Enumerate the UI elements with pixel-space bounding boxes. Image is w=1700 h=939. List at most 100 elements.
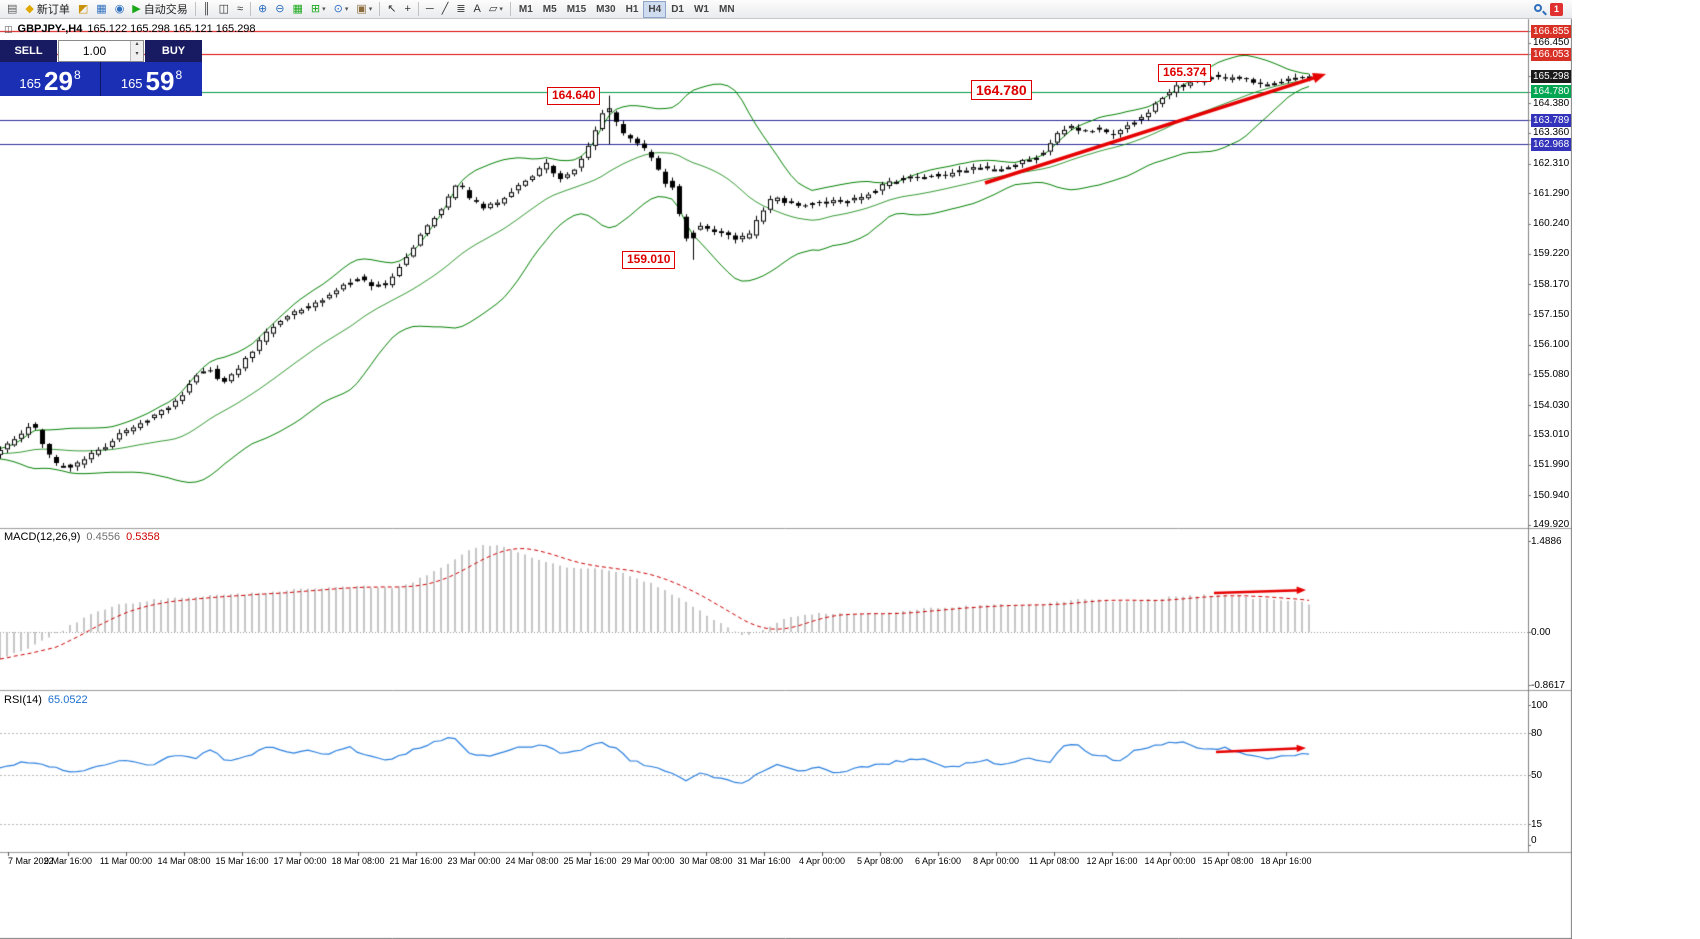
timeframe-m30[interactable]: M30 (596, 3, 616, 15)
hline-tool-icon[interactable]: ─ (422, 1, 438, 18)
volume-down-icon[interactable]: ▾ (131, 51, 143, 61)
timeframe-w1[interactable]: W1 (693, 3, 709, 15)
indicators-icon-dropdown-icon[interactable]: ▾ (322, 6, 326, 13)
trendline-tool-icon[interactable]: ╱ (438, 1, 453, 18)
timeframe-d1[interactable]: D1 (671, 3, 684, 15)
time-axis-label: 15 Mar 16:00 (215, 856, 269, 866)
chart-canvas[interactable] (0, 0, 1572, 939)
zoom-in-icon[interactable]: ⊕ (254, 1, 271, 18)
price-axis-label: 165.298 (1531, 69, 1571, 83)
shapes-tool-icon-dropdown-icon[interactable]: ▾ (499, 6, 503, 13)
time-axis-label: 15 Apr 08:00 (1202, 856, 1254, 866)
rsi-axis-label: 50 (1531, 770, 1543, 781)
trendline-tool-icon-glyph: ╱ (441, 2, 449, 15)
zoom-out-icon-glyph: ⊖ (275, 2, 285, 15)
periods-icon-dropdown-icon[interactable]: ▾ (344, 6, 349, 13)
tile-windows-icon[interactable]: ▦ (288, 1, 306, 18)
time-axis-label: 30 Mar 08:00 (679, 856, 733, 866)
search-icon[interactable] (1533, 3, 1547, 16)
price-axis-label: 150.940 (1533, 489, 1570, 501)
time-axis-label: 9 Mar 16:00 (43, 856, 93, 866)
bar-chart-icon-glyph: ║ (202, 2, 211, 15)
buy-button[interactable]: BUY (145, 40, 202, 62)
timeframe-m15[interactable]: M15 (566, 3, 587, 15)
market-watch-icon-glyph: ◩ (77, 2, 89, 15)
bar-chart-icon[interactable]: ║ (199, 1, 215, 18)
time-axis-label: 17 Mar 00:00 (273, 856, 327, 866)
fibonacci-tool-icon-glyph: ≣ (456, 2, 466, 15)
one-click-trading-panel: SELL ▴ ▾ BUY 165 29 8 165 59 8 (0, 40, 202, 96)
price-callout: 165.374 (1158, 64, 1212, 82)
rsi-axis-label: 0 (1531, 835, 1537, 846)
time-axis-label: 6 Apr 16:00 (914, 856, 962, 866)
periods-icon[interactable]: ⊙ ▾ (330, 1, 353, 18)
crosshair-icon[interactable]: + (400, 1, 414, 18)
templates-icon-dropdown-icon[interactable]: ▾ (368, 6, 373, 13)
search-handle (1542, 10, 1547, 15)
sell-price-big: 29 (44, 65, 73, 96)
time-axis-label: 21 Mar 16:00 (389, 856, 443, 866)
macd-axis-label: -0.8617 (1531, 679, 1565, 691)
price-axis-label: 157.150 (1533, 308, 1570, 320)
order-prices-row: 165 29 8 165 59 8 (0, 62, 202, 96)
buy-price[interactable]: 165 59 8 (101, 62, 202, 96)
toolbar-right-group: 1 (1533, 2, 1563, 16)
fibonacci-tool-icon[interactable]: ≣ (452, 1, 469, 18)
rsi-axis-label: 80 (1531, 728, 1543, 739)
price-axis-label: 153.010 (1533, 429, 1570, 441)
order-buttons-row: SELL ▴ ▾ BUY (0, 40, 202, 62)
cursor-icon[interactable]: ↖ (383, 1, 400, 18)
price-axis-label: 159.220 (1533, 248, 1570, 260)
time-axis-label: 29 Mar 00:00 (621, 856, 675, 866)
candle-chart-icon[interactable]: ◫ (215, 1, 233, 18)
line-chart-icon[interactable]: ≈ (233, 1, 247, 18)
auto-trading-button[interactable]: ▶ 自动交易 (128, 1, 191, 18)
price-axis-label: 160.240 (1533, 218, 1570, 230)
macd-label: MACD(12,26,9) 0.4556 0.5358 (4, 531, 160, 543)
toolbar-separator (194, 2, 196, 16)
timeframe-m5[interactable]: M5 (542, 3, 557, 15)
timeframe-h1[interactable]: H1 (625, 3, 639, 15)
time-axis-label: 12 Apr 16:00 (1086, 856, 1138, 866)
sell-button[interactable]: SELL (0, 40, 57, 62)
templates-icon[interactable]: ▣ ▾ (352, 1, 376, 18)
navigator-icon[interactable]: ◉ (111, 1, 129, 18)
timeframe-h4[interactable]: H4 (643, 0, 667, 18)
new-order-button[interactable]: ◆ 新订单 (21, 1, 73, 18)
price-axis-label: 163.789 (1531, 113, 1571, 127)
timeframe-m1[interactable]: M1 (518, 3, 533, 15)
macd-name: MACD(12,26,9) (4, 531, 81, 543)
macd-axis-label: 0.00 (1531, 627, 1551, 638)
time-axis-label: 8 Apr 00:00 (972, 856, 1020, 866)
timeframe-mn[interactable]: MN (718, 3, 735, 15)
new-chart-icon[interactable]: ▤ (3, 1, 21, 18)
toolbar-left-group: ▤ ◆ 新订单 ◩ ▦ ◉ ▶ 自动交易 ║ ◫ ≈ ⊕ ⊖ ▦ ⊞ ▾ ⊙ ▾ ▣ ▾ ↖ + ─ ╱ ≣ A ▱ ▾ M1 M5 M15… (3, 0, 740, 18)
indicators-icon[interactable]: ⊞ ▾ (307, 1, 330, 18)
price-axis-label: 162.310 (1533, 158, 1570, 170)
zoom-out-icon[interactable]: ⊖ (271, 1, 288, 18)
volume-up-icon[interactable]: ▴ (131, 41, 143, 51)
notification-badge[interactable]: 1 (1550, 2, 1563, 16)
auto-trading-button-label: 自动交易 (143, 4, 188, 16)
market-watch-icon[interactable]: ◩ (74, 1, 92, 18)
text-tool-icon[interactable]: A (470, 1, 485, 18)
sell-price-sup: 8 (73, 68, 81, 82)
chart-title: ◫ GBPJPY-,H4 165.122 165.298 165.121 165… (4, 23, 256, 35)
volume-input[interactable] (59, 41, 130, 61)
time-axis-label: 7 Mar 2022 (8, 856, 54, 866)
price-axis-label: 162.968 (1531, 137, 1571, 151)
price-axis-label: 164.780 (1531, 85, 1571, 99)
sell-price[interactable]: 165 29 8 (0, 62, 101, 96)
templates-icon-glyph: ▣ (356, 2, 367, 15)
toolbar-separator (417, 2, 419, 16)
macd-value: 0.4556 (86, 531, 121, 543)
shapes-tool-icon[interactable]: ▱ ▾ (485, 1, 507, 18)
data-window-icon[interactable]: ▦ (92, 1, 110, 18)
price-axis-label: 166.450 (1533, 37, 1570, 49)
price-axis-label: 158.170 (1533, 278, 1570, 290)
auto-trading-button-glyph: ▶ (132, 2, 141, 15)
volume-box: ▴ ▾ (58, 40, 144, 62)
time-axis-label: 14 Mar 08:00 (157, 856, 211, 866)
price-callout: 159.010 (622, 251, 676, 269)
line-chart-icon-glyph: ≈ (236, 2, 244, 15)
